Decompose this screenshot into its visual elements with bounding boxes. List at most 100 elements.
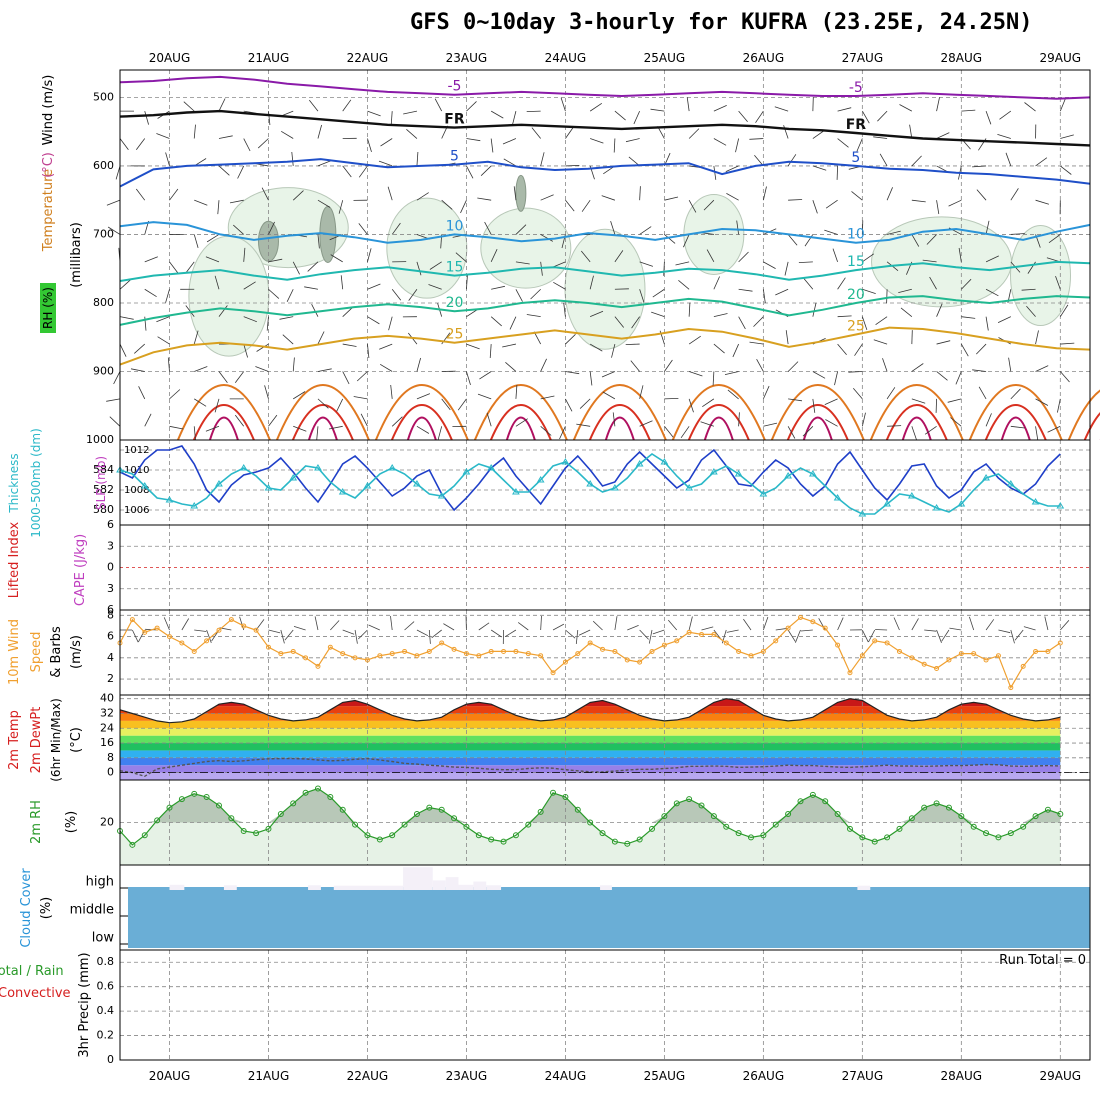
- rh-marker: [500, 838, 507, 845]
- wind-barb: [972, 369, 987, 372]
- slp-tick-label: 1006: [124, 505, 149, 516]
- surface-temperature-contour: [489, 404, 552, 441]
- 10m-wind-barb: [868, 629, 876, 643]
- wind-speed-marker: [958, 651, 964, 657]
- wind-speed-marker: [624, 657, 630, 663]
- wind-barb: [950, 417, 962, 427]
- wind-barb: [909, 124, 913, 139]
- wind-barb: [601, 371, 616, 378]
- slp-line: [119, 445, 1061, 512]
- wind-barb: [589, 343, 603, 352]
- wind-barb: [491, 285, 505, 290]
- wind-barb: [218, 98, 226, 112]
- 10m-wind-barb: [762, 616, 769, 631]
- wind-speed-marker: [674, 638, 680, 644]
- rh-marker: [611, 838, 618, 845]
- isotherm-label: FR: [846, 117, 867, 133]
- 10m-wind-barb: [701, 626, 714, 631]
- 10m-wind-barb: [949, 627, 962, 631]
- date-label-top: 24AUG: [545, 51, 587, 65]
- wind-speed-marker: [253, 627, 259, 633]
- wind-barb: [503, 158, 517, 167]
- rh-marker: [958, 813, 965, 820]
- slp-tick-label: 1008: [124, 485, 149, 496]
- wind-barb: [330, 254, 343, 263]
- wind-barb: [812, 200, 818, 214]
- date-label-bottom: 20AUG: [149, 1069, 191, 1083]
- lifted-index-tick-label: 0: [107, 561, 114, 574]
- 10m-wind-barb: [614, 616, 618, 631]
- wind-axis-label: Wind (m/s): [41, 75, 56, 146]
- wind-barb: [360, 413, 368, 427]
- wind-barb: [109, 416, 121, 427]
- wind-barb: [727, 389, 739, 400]
- rh-marker: [389, 832, 396, 839]
- wind-barb: [784, 261, 789, 276]
- rh-marker: [277, 811, 284, 817]
- wind-speed-marker: [575, 651, 581, 657]
- wind-barb: [565, 165, 580, 167]
- temperature-color-band: [120, 695, 1090, 699]
- wind-barb: [630, 360, 640, 372]
- wind-barb: [515, 224, 527, 235]
- rh-marker: [290, 800, 297, 807]
- rh-marker: [451, 815, 458, 822]
- wind-barb: [911, 234, 920, 247]
- wind-barb: [976, 189, 987, 201]
- thickness-marker: [561, 458, 570, 465]
- rh-shading-dark: [515, 174, 527, 212]
- wind-barb: [787, 154, 797, 167]
- rh-line: [119, 787, 1061, 846]
- rh-marker: [896, 825, 903, 832]
- wind-barb: [936, 200, 940, 215]
- wind-barb: [686, 97, 690, 112]
- wind-barb: [367, 344, 370, 359]
- wind-barb: [193, 330, 199, 345]
- wind-barb: [576, 423, 591, 427]
- 10m-wind-barb: [726, 629, 739, 633]
- rh-marker: [871, 838, 878, 845]
- rh-marker: [735, 830, 742, 837]
- wind-barb: [985, 288, 999, 297]
- wind-barb: [961, 278, 972, 290]
- thickness-marker: [487, 464, 496, 471]
- cloud-clear-gap: [169, 884, 185, 890]
- wind-barb: [380, 138, 393, 147]
- wind-barb: [581, 199, 591, 212]
- dewpoint-axis-label: 2m DewPt: [29, 707, 44, 774]
- date-label-bottom: 29AUG: [1040, 1069, 1082, 1083]
- rh-marker: [129, 841, 136, 848]
- 10m-wind-barb: [1010, 629, 1015, 644]
- surface-temperature-contour: [786, 404, 849, 441]
- wind-barb: [233, 224, 244, 235]
- precip-tick-label: 0.8: [97, 955, 115, 968]
- wind-barb: [367, 138, 372, 153]
- wind-speed-marker: [896, 648, 902, 654]
- surface-temperature-contour: [588, 404, 651, 441]
- wind-barb: [135, 138, 146, 150]
- thickness-marker: [709, 468, 718, 475]
- wind-barb: [403, 110, 418, 115]
- wind-barb: [490, 138, 494, 153]
- isotherm-label: 10: [446, 218, 464, 234]
- 10m-wind-barb: [565, 629, 576, 639]
- thickness-marker: [759, 490, 768, 497]
- wind-speed-marker: [389, 651, 395, 657]
- wind-barb: [936, 371, 948, 381]
- wind-barb: [1035, 157, 1048, 167]
- wind-barb: [268, 221, 275, 235]
- wind-barb: [713, 313, 728, 318]
- wind-barb: [486, 412, 492, 427]
- thickness-marker: [1006, 480, 1015, 487]
- 10m-wind-barb: [431, 629, 442, 639]
- wind-tick-label: 2: [107, 672, 114, 685]
- pressure-tick-label: 600: [93, 159, 114, 172]
- 10m-wind-barb: [936, 629, 942, 643]
- thickness-marker: [858, 510, 867, 517]
- wind-barb: [726, 193, 739, 201]
- rh-marker: [772, 821, 779, 828]
- wind-barb: [873, 136, 888, 139]
- cloud-clear-gap: [473, 881, 487, 890]
- wind-barb: [803, 278, 814, 290]
- wind-barb: [505, 361, 517, 372]
